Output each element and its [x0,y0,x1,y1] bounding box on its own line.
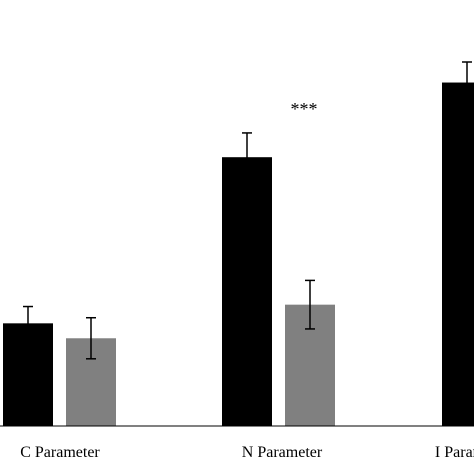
error-bar-i-parameter-series-1 [462,61,472,104]
error-bar-c-parameter-series-1 [23,305,33,341]
error-bar-c-parameter-series-2 [86,316,96,360]
bar-i-parameter-series-1 [442,82,474,427]
bars-layer [3,82,474,427]
error-bars-layer [23,61,472,360]
error-bar-n-parameter-series-1 [242,132,252,183]
x-tick-label: C Parameter [20,444,100,461]
annotations-layer: *** [291,99,318,119]
significance-annotation: *** [291,99,318,119]
x-tick-label: I Parameter [435,444,474,461]
bar-n-parameter-series-1 [222,157,272,426]
x-tick-label: N Parameter [242,444,323,461]
error-bar-n-parameter-series-2 [305,279,315,330]
x-tick-labels: C Parameter N Parameter I Parameter [20,444,474,461]
